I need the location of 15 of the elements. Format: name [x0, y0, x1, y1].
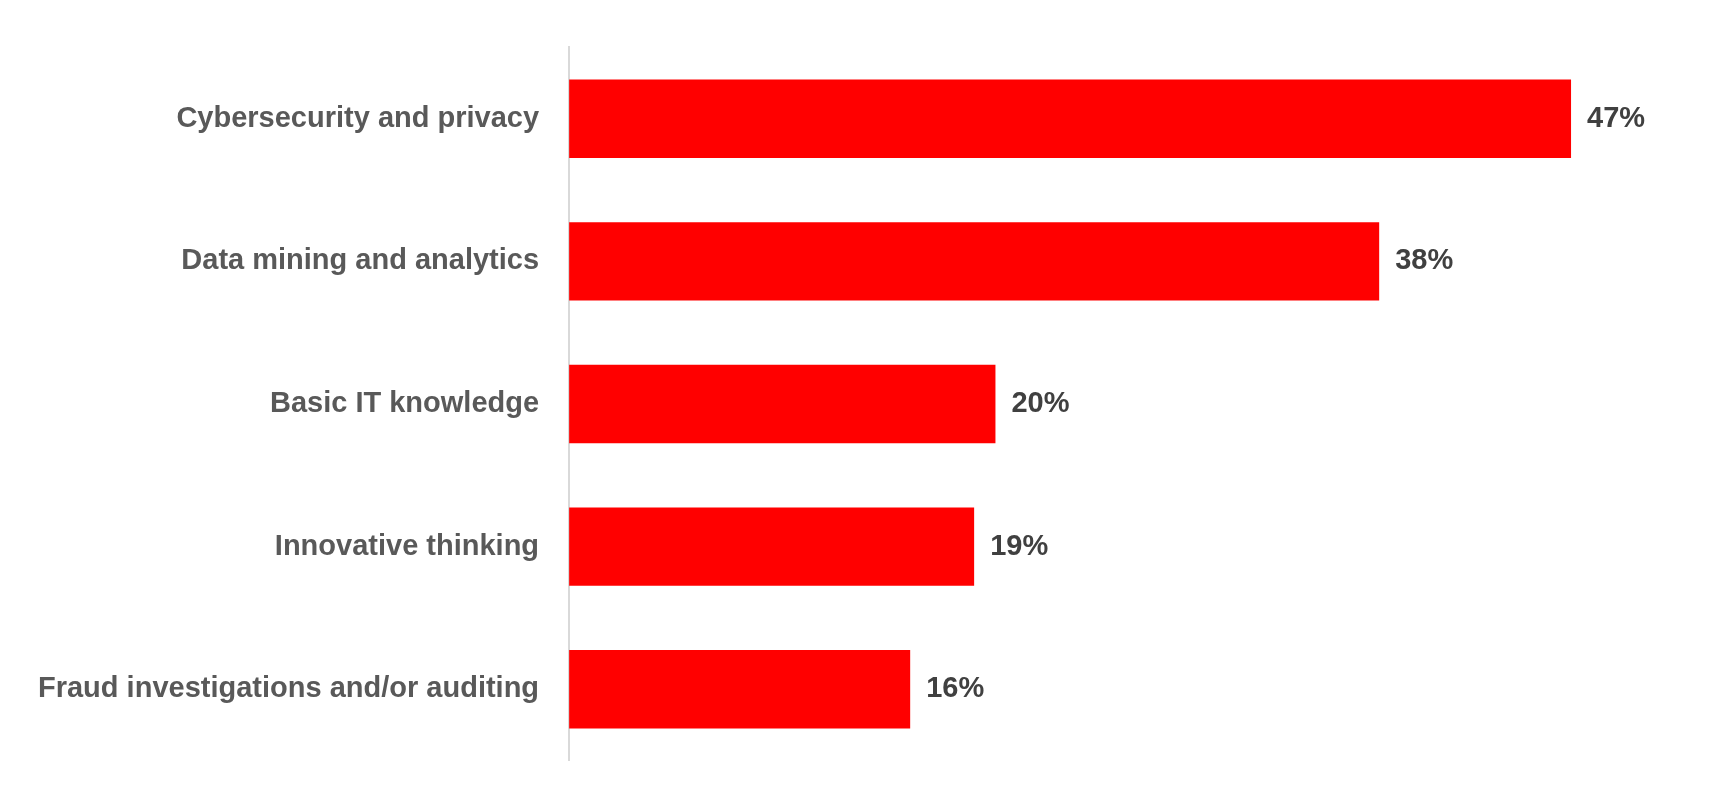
y-tick-label: Basic IT knowledge: [269, 386, 540, 418]
y-tick-label: Data mining and analytics: [181, 243, 540, 276]
bar: [569, 507, 975, 586]
data-label: 47%: [1587, 100, 1646, 133]
data-label: 19%: [990, 528, 1049, 561]
bar: [569, 650, 911, 729]
data-label: 38%: [1395, 243, 1454, 276]
bar: [569, 79, 1572, 158]
data-label: 20%: [1011, 386, 1070, 418]
bar: [569, 222, 1380, 301]
y-tick-label: Innovative thinking: [274, 528, 540, 561]
data-label: 16%: [926, 671, 985, 704]
y-tick-label: Cybersecurity and privacy: [176, 100, 540, 133]
y-tick-label: Fraud investigations and/or auditing: [37, 671, 540, 704]
bar: [569, 364, 996, 444]
